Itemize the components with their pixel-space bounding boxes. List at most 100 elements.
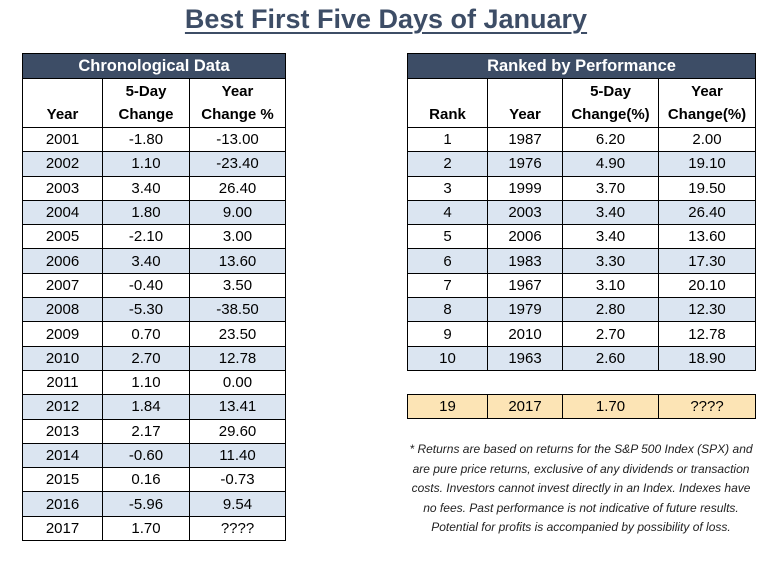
cell-5day-change: 3.70 (562, 175, 659, 201)
cell-year-change: -23.40 (188, 151, 287, 177)
cell-rank: 9 (407, 321, 488, 347)
table-row: 8 1979 2.80 12.30 (407, 297, 757, 323)
cell-year-change: 12.78 (188, 345, 287, 371)
cell-year-change: 20.10 (657, 272, 757, 299)
col-header-5day-change: 5-Day Change (102, 78, 190, 128)
table-row: 2016 -5.96 9.54 (22, 491, 287, 517)
cell-year-change: 26.40 (188, 175, 287, 201)
cell-5day-change: 2.70 (562, 321, 659, 347)
cell-5day-change: 1.70 (102, 515, 190, 542)
cell-year: 2004 (22, 199, 103, 226)
cell-year: 2006 (487, 224, 563, 250)
table-row: 2012 1.84 13.41 (22, 394, 287, 420)
cell-year: 2003 (487, 199, 563, 226)
table-row: 2017 1.70???? (22, 515, 287, 542)
cell-year-change: 17.30 (657, 248, 757, 274)
cell-year: 1979 (487, 297, 563, 323)
cell-rank: 8 (407, 297, 488, 323)
table-row: 4 2003 3.40 26.40 (407, 199, 757, 226)
cell-5day-change: 6.20 (562, 126, 659, 153)
cell-year: 2005 (22, 224, 103, 250)
cell-rank: 2 (407, 151, 488, 177)
cell-5day-change: 2.17 (102, 418, 190, 444)
table-row: 2015 0.16 -0.73 (22, 467, 287, 493)
ranked-banner: Ranked by Performance (406, 53, 757, 79)
chronological-table: Chronological Data Year 5-Day Change Year… (21, 53, 287, 542)
chronological-rows: 2001 -1.80 -13.00 2002 1.10 -23.40 2003 3.40 26.… (22, 126, 287, 542)
cell-rank: 4 (407, 199, 488, 226)
cell-5day-change: -2.10 (102, 224, 190, 250)
cell-year-change: 3.50 (188, 272, 287, 299)
cell-year-change: 13.60 (657, 224, 757, 250)
table-row: 2009 0.70 23.50 (22, 321, 287, 347)
cell-year-change: ???? (188, 515, 287, 542)
cell-year-change: 13.60 (188, 248, 287, 274)
cell-year-change: 18.90 (657, 345, 757, 371)
cell-5day-change: 2.70 (102, 345, 190, 371)
cell-year-change: 11.40 (188, 442, 287, 469)
table-row: 5 2006 3.40 13.60 (407, 224, 757, 250)
cell-5day-change: -5.96 (102, 491, 190, 517)
cell-5day-change: 3.40 (562, 199, 659, 226)
highlight-row-table: 19 2017 1.70 ???? (407, 394, 756, 419)
cell-year: 1983 (487, 248, 563, 274)
cell-year: 2015 (22, 467, 103, 493)
table-row: 2010 2.70 12.78 (22, 345, 287, 371)
col-header-year-change: Year Change(%) (657, 78, 757, 128)
cell-year: 1999 (487, 175, 563, 201)
cell-5day-change: -0.40 (102, 272, 190, 299)
table-row: 2004 1.80 9.00 (22, 199, 287, 226)
chronological-banner: Chronological Data (21, 53, 287, 79)
cell-year-change: -38.50 (188, 297, 287, 323)
cell-5day-change: 2.60 (562, 345, 659, 371)
cell-5day-change: 0.16 (102, 467, 190, 493)
cell-year: 1967 (487, 272, 563, 299)
disclaimer-note: * Returns are based on returns for the S… (409, 442, 753, 534)
col-header-5day-change: 5-Day Change(%) (562, 78, 659, 128)
cell-year-change: 2.00 (657, 126, 757, 153)
table-row: 6 1983 3.30 17.30 (407, 248, 757, 274)
highlight-5day-change: 1.70 (562, 394, 659, 419)
cell-year: 2009 (22, 321, 103, 347)
cell-year: 2014 (22, 442, 103, 469)
cell-year: 2007 (22, 272, 103, 299)
cell-year-change: 12.30 (657, 297, 757, 323)
cell-5day-change: 3.40 (102, 175, 190, 201)
cell-year: 2010 (22, 345, 103, 371)
cell-year: 2001 (22, 126, 103, 153)
cell-year-change: 12.78 (657, 321, 757, 347)
cell-year: 2010 (487, 321, 563, 347)
cell-5day-change: 1.10 (102, 151, 190, 177)
cell-rank: 3 (407, 175, 488, 201)
cell-year: 2013 (22, 418, 103, 444)
cell-rank: 6 (407, 248, 488, 274)
cell-year-change: 0.00 (188, 369, 287, 396)
cell-5day-change: 3.10 (562, 272, 659, 299)
table-row: 7 1967 3.10 20.10 (407, 272, 757, 299)
cell-year-change: 9.54 (188, 491, 287, 517)
col-header-year-change: Year Change % (188, 78, 287, 128)
cell-year-change: 26.40 (657, 199, 757, 226)
table-row: 2013 2.17 29.60 (22, 418, 287, 444)
table-row: 10 1963 2.60 18.90 (407, 345, 757, 371)
table-row: 9 2010 2.70 12.78 (407, 321, 757, 347)
table-row: 2014 -0.60 11.40 (22, 442, 287, 469)
cell-rank: 7 (407, 272, 488, 299)
cell-rank: 5 (407, 224, 488, 250)
cell-year: 2016 (22, 491, 103, 517)
col-header-year: Year (487, 78, 563, 128)
cell-year-change: 23.50 (188, 321, 287, 347)
highlight-rank: 19 (407, 394, 488, 419)
cell-year-change: -13.00 (188, 126, 287, 153)
cell-5day-change: 3.40 (102, 248, 190, 274)
ranked-rows: 1 1987 6.20 2.00 2 1976 4.90 19.10 3 1999 3.70 19.5… (407, 126, 757, 371)
cell-year-change: 19.10 (657, 151, 757, 177)
cell-year: 1976 (487, 151, 563, 177)
highlight-year-change: ???? (658, 394, 756, 419)
cell-year: 2017 (22, 515, 103, 542)
cell-year: 2012 (22, 394, 103, 420)
cell-year-change: 19.50 (657, 175, 757, 201)
table-row: 2002 1.10 -23.40 (22, 151, 287, 177)
table-row: 2011 1.10 0.00 (22, 369, 287, 396)
table-row: 3 1999 3.70 19.50 (407, 175, 757, 201)
